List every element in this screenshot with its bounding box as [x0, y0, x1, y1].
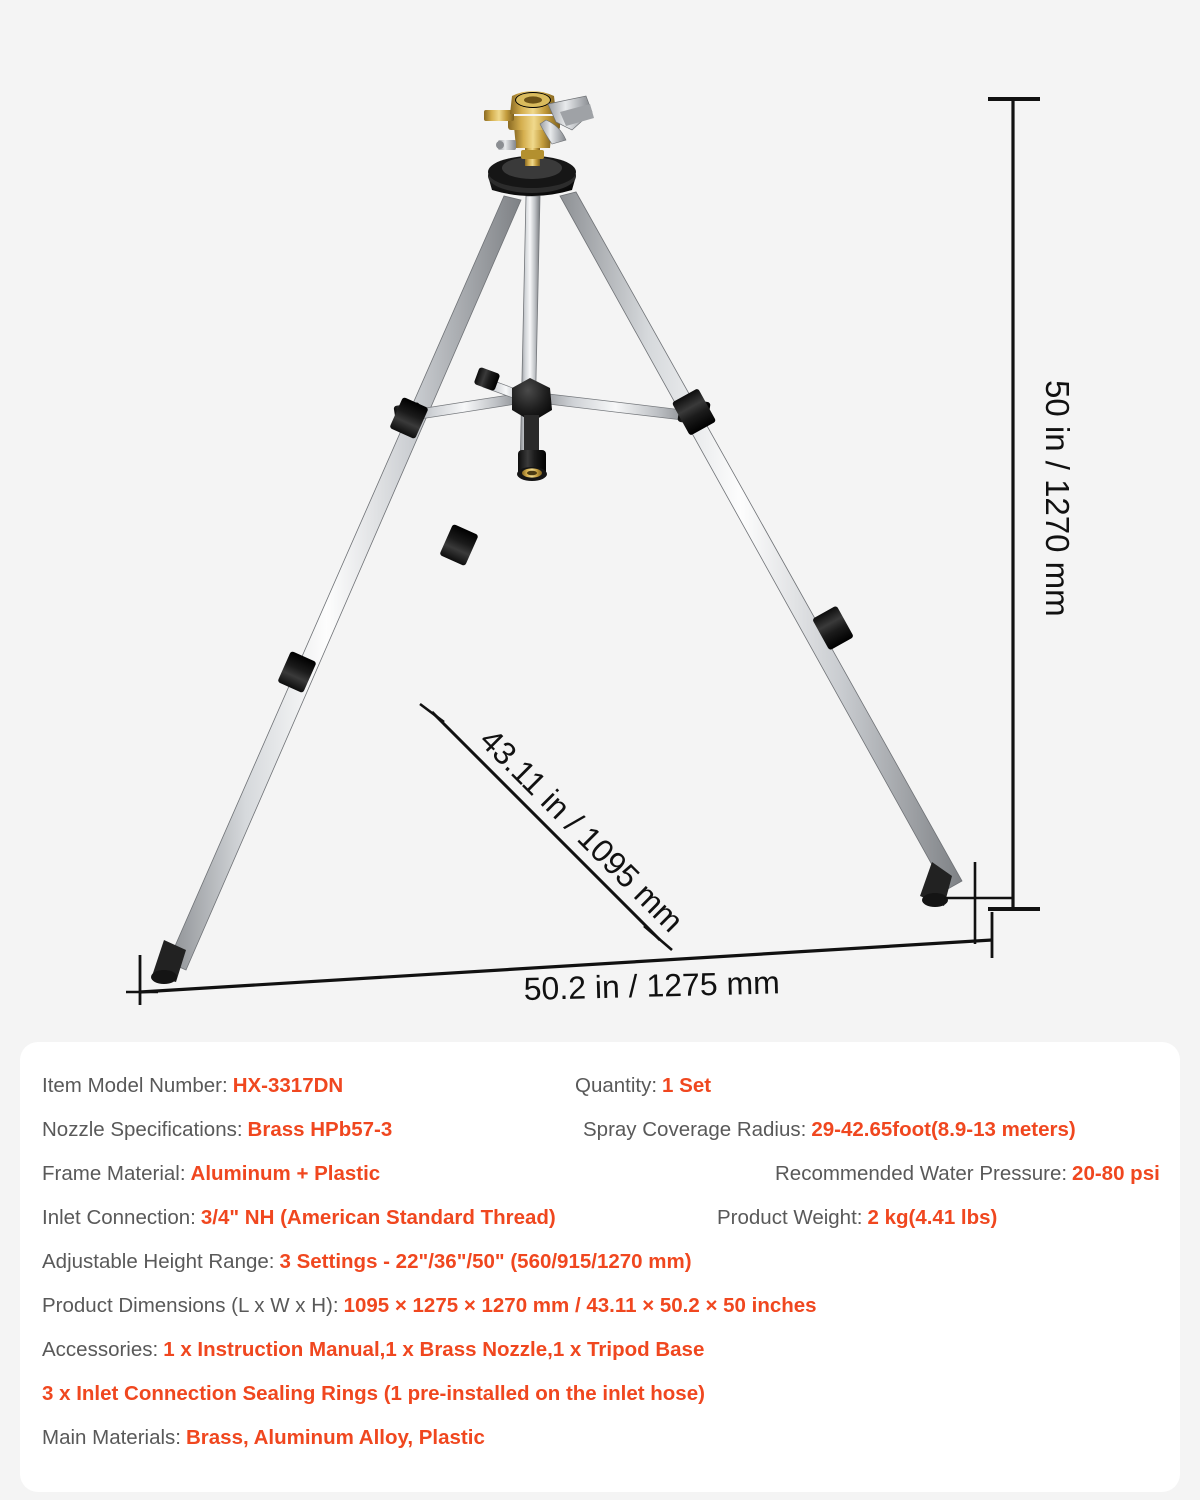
spec-value: 3 x Inlet Connection Sealing Rings (1 pr…	[42, 1382, 705, 1405]
spec-row: Inlet Connection: 3/4" NH (American Stand…	[20, 1196, 1180, 1240]
leg-clamp-left-upper	[390, 397, 428, 439]
dimension-label-height: 50 in / 1270 mm	[1039, 380, 1076, 617]
dimension-tick-leg-bottom	[643, 925, 673, 951]
black-plastic-tripod-hub	[488, 156, 576, 196]
spec-value: 3 Settings - 22"/36"/50" (560/915/1270 m…	[279, 1250, 692, 1273]
product-image-area: 50 in / 1270 mm 43.11 in / 1095 mm 50.2 …	[126, 91, 1076, 1007]
tripod-leg-left	[167, 195, 522, 971]
dimension-tick-leg-top	[419, 702, 445, 724]
spec-label: Adjustable Height Range:	[42, 1250, 275, 1273]
spec-label: Quantity:	[575, 1074, 658, 1097]
spec-pair-left: Inlet Connection: 3/4" NH (American Stand…	[42, 1206, 556, 1229]
spec-pair-right: Spray Coverage Radius: 29-42.65foot(8.9-1…	[583, 1108, 1076, 1154]
dimension-line-leg	[430, 710, 662, 942]
leg-clamp-right-upper	[672, 389, 716, 435]
spec-label: Frame Material:	[42, 1162, 186, 1185]
leg-clamp-left-mid	[440, 524, 478, 566]
spec-row: Item Model Number: HX-3317DN Quantity: 1 S…	[20, 1064, 1180, 1108]
spec-pair-left: Nozzle Specifications: Brass HPb57-3	[42, 1118, 392, 1141]
spec-row-accessories: Accessories: 1 x Instruction Manual,1 x B…	[20, 1328, 1180, 1372]
spec-label: Nozzle Specifications:	[42, 1118, 243, 1141]
dimension-lines	[126, 97, 1040, 1005]
dimension-label-leg: 43.11 in / 1095 mm	[473, 721, 690, 938]
leg-clamp-left-lower	[278, 651, 316, 693]
spec-label: Accessories:	[42, 1338, 159, 1361]
spec-pair-right: Recommended Water Pressure: 20-80 psi	[775, 1152, 1160, 1198]
spec-label: Spray Coverage Radius:	[583, 1118, 807, 1141]
spec-label: Product Weight:	[717, 1206, 863, 1229]
spec-value: 1095 × 1275 × 1270 mm / 43.11 × 50.2 × 5…	[343, 1294, 817, 1317]
tripod-foot-right	[920, 862, 952, 907]
spec-pair-right: Quantity: 1 Set	[575, 1064, 711, 1110]
brass-inlet-connector	[517, 450, 547, 481]
tripod-center-hub	[512, 378, 552, 453]
spec-pair-left: Item Model Number: HX-3317DN	[42, 1074, 343, 1097]
specification-card: Item Model Number: HX-3317DN Quantity: 1 S…	[20, 1042, 1180, 1492]
spec-value: Brass, Aluminum Alloy, Plastic	[186, 1426, 485, 1449]
spec-value: 1 x Instruction Manual,1 x Brass Nozzle,…	[163, 1338, 705, 1361]
spec-row-height-range: Adjustable Height Range: 3 Settings - 22"…	[20, 1240, 1180, 1284]
spec-pair-right: Product Weight: 2 kg(4.41 lbs)	[717, 1196, 997, 1242]
spec-row-dimensions: Product Dimensions (L x W x H): 1095 × 12…	[20, 1284, 1180, 1328]
leg-clamp-right-lower	[813, 606, 853, 650]
spec-row-materials: Main Materials: Brass, Aluminum Alloy, Pl…	[20, 1416, 1180, 1460]
spec-value: HX-3317DN	[232, 1074, 344, 1097]
spec-row: Frame Material: Aluminum + Plastic Recomm…	[20, 1152, 1180, 1196]
product-diagram: 50 in / 1270 mm 43.11 in / 1095 mm 50.2 …	[126, 91, 1076, 1007]
spec-value: 1 Set	[662, 1074, 712, 1097]
spec-value: 20-80 psi	[1072, 1162, 1160, 1185]
brace-clamp-rear	[474, 367, 500, 391]
spec-row-accessories-continued: 3 x Inlet Connection Sealing Rings (1 pr…	[20, 1372, 1180, 1416]
tripod-foot-left	[151, 940, 186, 984]
spec-label: Product Dimensions (L x W x H):	[42, 1294, 339, 1317]
spec-row: Nozzle Specifications: Brass HPb57-3 Spra…	[20, 1108, 1180, 1152]
spec-label: Main Materials:	[42, 1426, 181, 1449]
spec-value: Brass HPb57-3	[247, 1118, 393, 1141]
spec-value: Aluminum + Plastic	[190, 1162, 381, 1185]
spec-value: 3/4" NH (American Standard Thread)	[200, 1206, 556, 1229]
brass-impact-sprinkler-head	[484, 91, 594, 166]
spec-label: Recommended Water Pressure:	[775, 1162, 1068, 1185]
spec-value: 2 kg(4.41 lbs)	[867, 1206, 998, 1229]
dimension-line-width	[139, 938, 993, 994]
spec-label: Inlet Connection:	[42, 1206, 196, 1229]
spec-pair-left: Frame Material: Aluminum + Plastic	[42, 1162, 380, 1185]
spec-value: 29-42.65foot(8.9-13 meters)	[811, 1118, 1076, 1141]
spec-label: Item Model Number:	[42, 1074, 228, 1097]
dimension-label-width: 50.2 in / 1275 mm	[523, 964, 780, 1007]
tripod-leg-right	[559, 191, 963, 891]
